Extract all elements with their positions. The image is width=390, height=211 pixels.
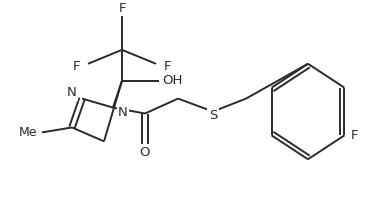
Text: F: F [73, 60, 80, 73]
Text: N: N [118, 106, 128, 119]
Text: F: F [118, 1, 126, 15]
Text: Me: Me [18, 126, 37, 139]
Text: S: S [209, 109, 217, 122]
Text: O: O [140, 146, 150, 159]
Text: F: F [350, 129, 358, 142]
Text: N: N [67, 86, 77, 99]
Text: OH: OH [162, 74, 183, 87]
Text: F: F [164, 60, 172, 73]
